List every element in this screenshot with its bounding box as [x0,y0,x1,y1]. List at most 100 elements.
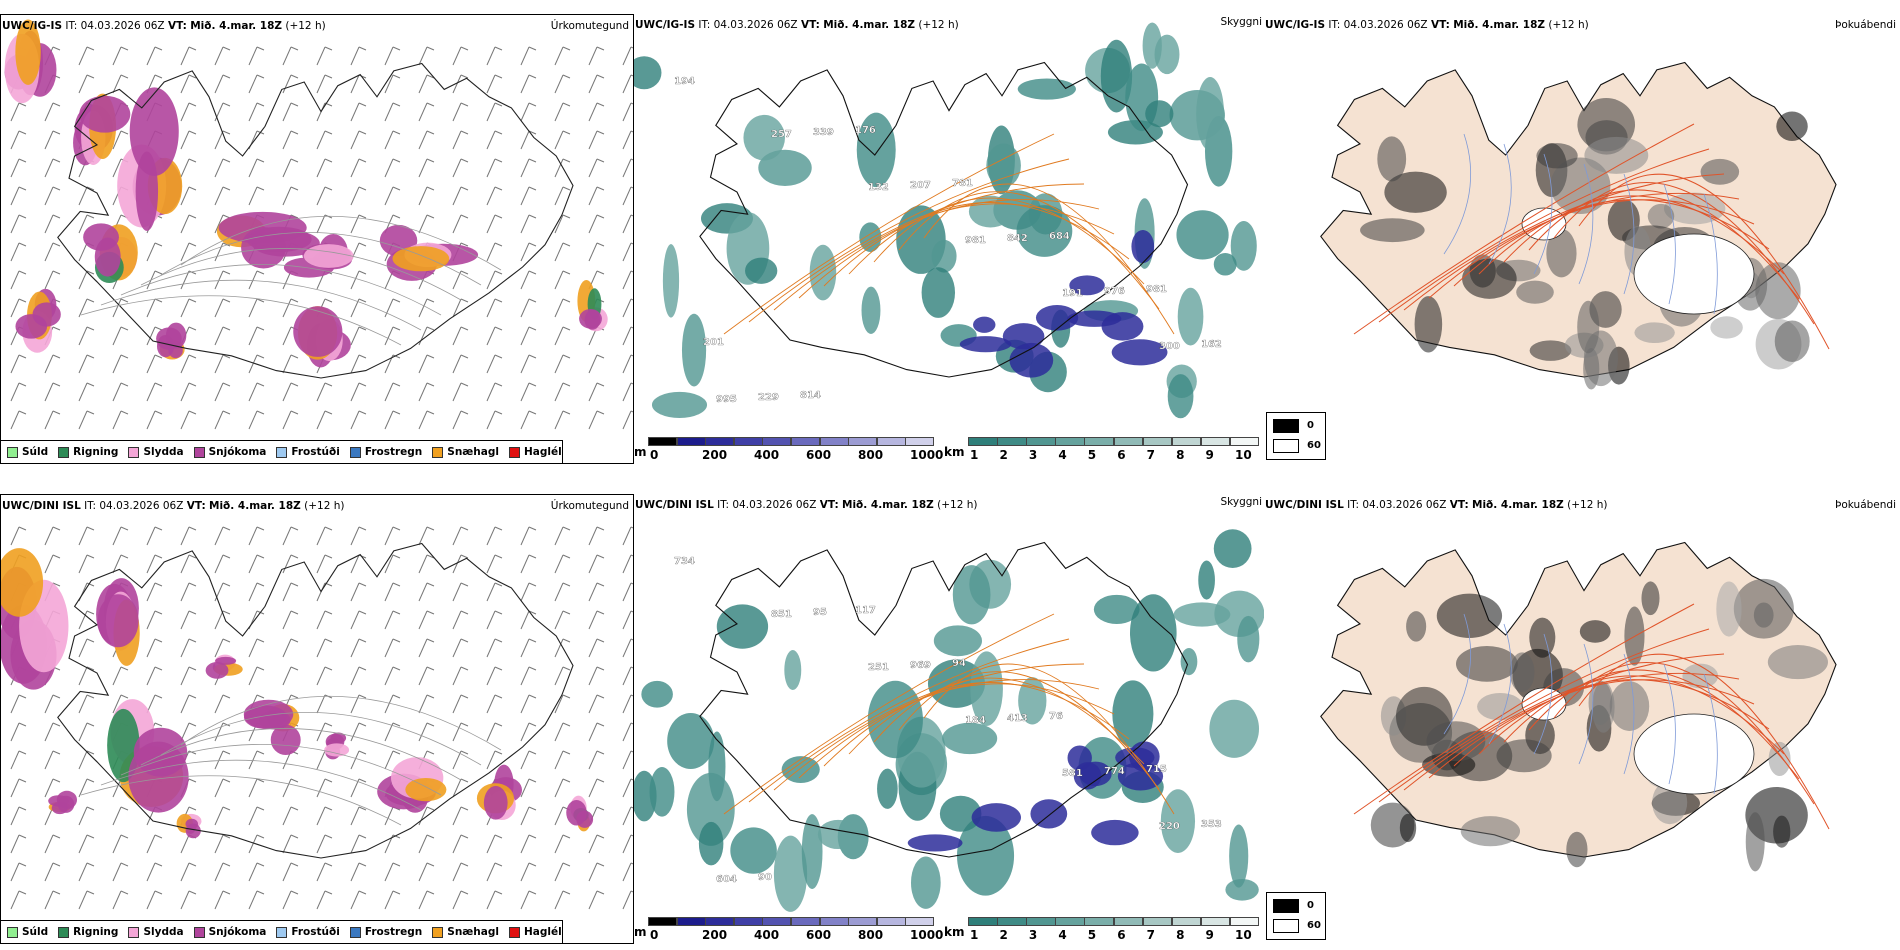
visibility-cell [773,835,808,912]
visibility-cell [667,713,715,769]
fog-legend-swatch [1273,419,1299,433]
wind-barb [486,102,503,122]
fog-cell [1634,322,1675,343]
wind-barb [214,130,231,150]
road-line [723,613,1055,815]
fog-cell [1588,680,1613,725]
cloud-base-label: 684 [1049,231,1070,242]
wind-barb [316,722,333,742]
fog-panel-row2: UWC/DINI ISL IT: 04.03.2026 06Z VT: Mið.… [1264,494,1900,944]
fog-panel-row1: UWC/IG-IS IT: 04.03.2026 06Z VT: Mið. 4.… [1264,14,1900,464]
wind-barb [418,806,435,826]
wind-barb [588,242,605,262]
wind-barb [214,806,231,826]
wind-barb [146,526,163,546]
wind-barb [554,834,571,854]
wind-barb [384,326,401,346]
colorbar-tick: 9 [1205,928,1214,942]
colorbar-tick: 10 [1235,928,1252,942]
cloud-base-label: 969 [910,660,931,671]
fog-cell [1414,296,1443,353]
visibility-panel-row1: 194 257 132 981 191 300 995 339 207 842 976 162 229 1… [634,14,1264,464]
wind-barb [44,834,61,854]
wind-barb [520,214,537,234]
wind-barb [146,666,163,686]
visibility-map-row2: 734 851 251 184 581 220 604 95 969 413 774 353 90 117… [634,529,1264,912]
road-line [748,638,1070,803]
fog-cell [1579,620,1611,643]
wind-barb [520,186,537,206]
legend-label: Rigning [73,926,119,938]
visibility-cell [730,827,777,874]
legend-label: Haglél [523,446,562,458]
wind-barb [146,834,163,854]
wind-barb [214,354,231,374]
wind-barb [214,102,231,122]
wind-barb [520,526,537,546]
wind-barb [588,722,605,742]
cloud-base-cell [1091,819,1139,846]
it-label: IT: [84,500,97,512]
wind-barb [622,354,633,374]
visibility-cell [1167,374,1194,419]
wind-barb [248,890,265,910]
wind-barb [282,526,299,546]
fog-cell [1755,262,1801,320]
wind-barb [78,750,95,770]
colorbar-segment [1026,917,1056,926]
wind-barb [180,890,197,910]
precip-map-row1 [4,19,633,430]
wind-barb [452,554,469,574]
colorbar-segment [791,917,821,926]
wind-barb [350,354,367,374]
wind-barb [418,890,435,910]
wind-barb [316,638,333,658]
wind-barb [452,722,469,742]
wind-barb [10,750,27,770]
cloud-base-label: 176 [855,125,876,136]
wind-barb [418,834,435,854]
road-line [100,279,422,331]
wind-barb [520,582,537,602]
coastline [699,541,1189,858]
wind-barb [350,270,367,290]
legend-swatch [349,926,361,938]
wind-barb [452,214,469,234]
wind-barb [180,610,197,630]
wind-barb [588,382,605,402]
wind-barb [146,326,163,346]
wind-barb [452,326,469,346]
cloud-base-label: 95 [813,607,827,618]
wind-barb [622,410,633,430]
legend-item-snjókoma: Snjókoma [193,446,266,458]
legend-swatch [58,926,70,938]
road-line [1353,123,1695,335]
wind-barb [282,862,299,882]
precip-cell [117,87,183,231]
wind-barb [554,270,571,290]
wind-barb [214,298,231,318]
cloud-base-colorbar: m 0 200 400 600 800 1000 [634,917,943,943]
wind-barb [78,526,95,546]
wind-barb [248,750,265,770]
colorbar-tick: 6 [1117,448,1126,462]
wind-barb [554,242,571,262]
visibility-cell [784,650,802,691]
wind-barb [282,186,299,206]
fog-cell [1377,136,1407,182]
wind-barb [452,354,469,374]
wind-barb [316,778,333,798]
wind-barb [418,158,435,178]
fog-legend-label: 60 [1307,920,1321,931]
model-name: UWC/DINI ISL [635,499,714,511]
cloud-base-label: 76 [1049,711,1063,722]
road-line [773,663,1085,791]
wind-barb [588,526,605,546]
road-line [1553,182,1815,325]
visibility-cell [745,257,778,284]
wind-barb [486,750,503,770]
fog-cell [1647,203,1675,229]
wind-barb [452,694,469,714]
wind-barb [384,74,401,94]
wind-barb [622,722,633,742]
